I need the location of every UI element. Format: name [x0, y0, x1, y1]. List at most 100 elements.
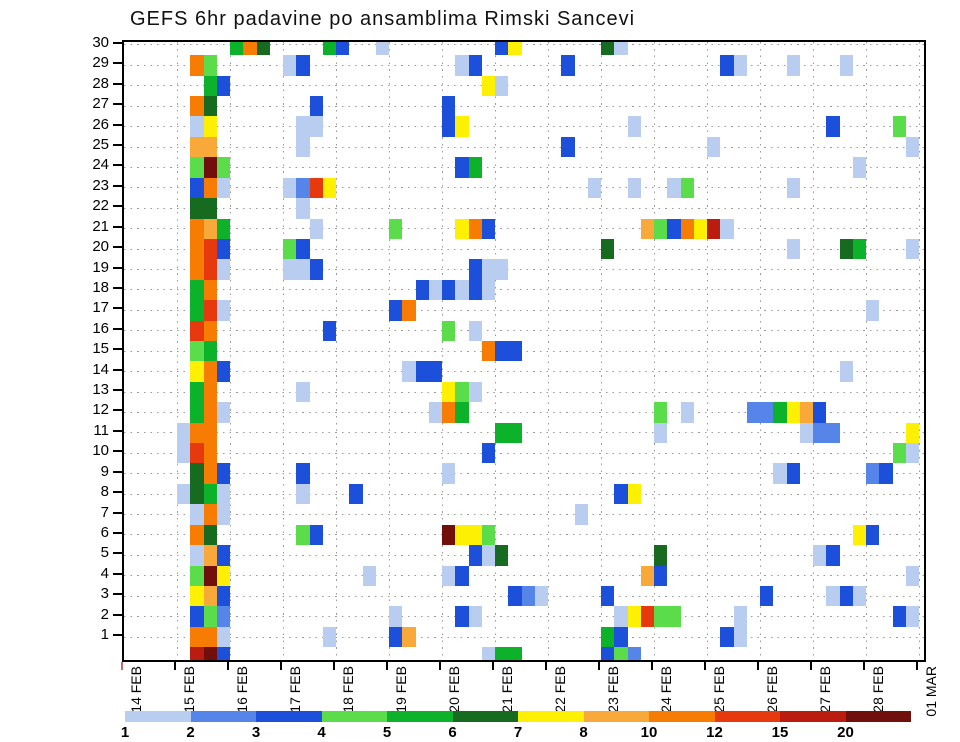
precip-cell	[309, 259, 323, 280]
row-dotted-gridline	[124, 473, 924, 475]
precip-cell	[495, 75, 509, 97]
y-axis-tick	[113, 511, 122, 514]
y-axis-label: 4	[100, 564, 109, 582]
y-axis-label: 19	[92, 258, 109, 276]
precip-cell	[495, 647, 509, 660]
day-dotted-gridline	[229, 42, 231, 660]
precip-cell	[468, 55, 482, 76]
precip-cell	[216, 504, 230, 525]
y-axis-label: 7	[100, 503, 109, 521]
y-axis-tick	[113, 286, 122, 289]
precip-cell	[654, 422, 668, 444]
x-axis-date-label: 16 FEB	[234, 666, 250, 713]
x-axis-date-label: 28 FEB	[870, 666, 886, 713]
y-axis-label: 28	[92, 74, 109, 92]
precip-cell	[534, 585, 548, 607]
precip-cell	[216, 463, 230, 484]
precip-cell	[442, 279, 456, 301]
row-dotted-gridline	[124, 330, 924, 332]
precip-cell	[322, 320, 336, 341]
y-axis-label: 3	[100, 585, 109, 603]
colorbar-value-label: 7	[513, 724, 523, 741]
precip-cell	[773, 402, 787, 423]
x-axis-date-label: 20 FEB	[446, 666, 462, 713]
y-axis-tick	[113, 368, 122, 371]
day-dotted-gridline	[600, 42, 602, 660]
precip-cell	[521, 585, 535, 607]
row-dotted-gridline	[124, 85, 924, 87]
precip-cell	[455, 218, 469, 239]
y-axis-tick	[113, 144, 122, 147]
precip-cell	[627, 606, 641, 627]
precip-cell	[654, 565, 668, 586]
row-dotted-gridline	[124, 534, 924, 536]
precip-cell	[601, 585, 615, 607]
precip-cell	[190, 279, 204, 301]
precip-cell	[905, 565, 919, 586]
y-axis-label: 25	[92, 136, 109, 154]
precip-cell	[216, 647, 230, 660]
precip-cell	[442, 116, 456, 137]
precip-cell	[468, 545, 482, 566]
row-dotted-gridline	[124, 514, 924, 516]
precip-cell	[296, 116, 310, 137]
colorbar-segment	[387, 711, 453, 722]
precip-cell	[190, 463, 204, 484]
precip-cell	[190, 157, 204, 178]
precip-cell	[190, 422, 204, 444]
precip-cell	[852, 585, 866, 607]
precip-cell	[296, 136, 310, 158]
precip-cell	[389, 300, 403, 321]
precip-cell	[362, 565, 376, 586]
colorbar-legend: 1 2 3 4 5 6 7 8 10 12 15 20	[121, 711, 925, 742]
precip-cell	[799, 402, 813, 423]
row-dotted-gridline	[124, 166, 924, 168]
x-axis-tick	[810, 662, 812, 670]
day-dotted-gridline	[282, 42, 284, 660]
x-axis-tick	[757, 662, 759, 670]
x-axis-tick	[280, 662, 282, 670]
precip-cell	[349, 483, 363, 505]
row-dotted-gridline	[124, 452, 924, 454]
precip-cell	[389, 626, 403, 648]
precip-cell	[786, 402, 800, 423]
precip-cell	[190, 606, 204, 627]
precip-cell	[826, 545, 840, 566]
precip-cell	[296, 463, 310, 484]
precip-cell	[190, 626, 204, 648]
y-axis-tick	[113, 205, 122, 208]
day-dotted-gridline	[176, 42, 178, 660]
precip-cell	[892, 443, 906, 464]
y-axis-tick	[113, 593, 122, 596]
row-dotted-gridline	[124, 411, 924, 413]
precip-cell	[442, 96, 456, 117]
precip-cell	[203, 565, 217, 586]
precip-cell	[627, 483, 641, 505]
precip-cell	[508, 340, 522, 362]
precip-cell	[415, 361, 429, 382]
precip-cell	[468, 381, 482, 403]
precip-cell	[309, 96, 323, 117]
precip-cell	[177, 443, 191, 464]
precip-cell	[746, 402, 760, 423]
precip-cell	[495, 340, 509, 362]
precip-cell	[190, 259, 204, 280]
precip-cell	[614, 626, 628, 648]
precip-cell	[680, 177, 694, 199]
precip-cell	[826, 116, 840, 137]
precip-cell	[216, 585, 230, 607]
precip-cell	[216, 545, 230, 566]
precip-cell	[601, 42, 615, 56]
precip-cell	[283, 55, 297, 76]
precip-cell	[852, 524, 866, 546]
precip-cell	[190, 361, 204, 382]
precip-cell	[190, 96, 204, 117]
precip-cell	[428, 361, 442, 382]
precip-cell	[216, 238, 230, 260]
precip-cell	[190, 218, 204, 239]
precip-cell	[203, 443, 217, 464]
colorbar-value-label: 1	[120, 724, 130, 741]
colorbar-segment	[845, 711, 911, 722]
precip-cell	[905, 238, 919, 260]
y-axis-label: 15	[92, 340, 109, 358]
